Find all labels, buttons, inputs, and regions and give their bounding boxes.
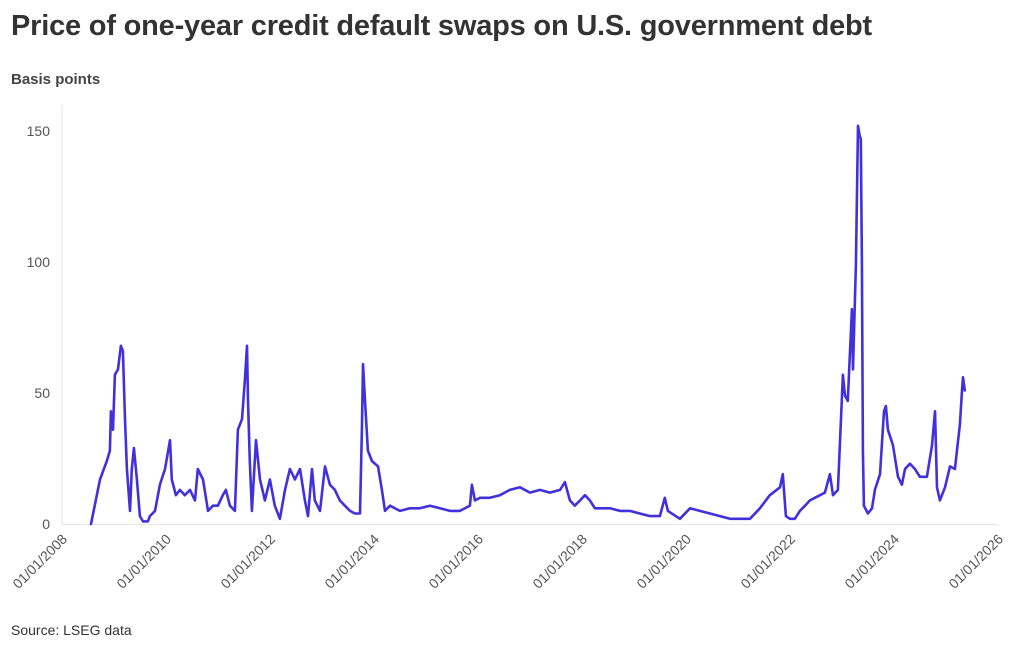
y-tick-label: 100 bbox=[27, 254, 51, 270]
x-tick-label: 01/01/2026 bbox=[945, 531, 1006, 592]
x-tick-label: 01/01/2012 bbox=[217, 531, 278, 592]
y-tick-label: 150 bbox=[27, 123, 51, 139]
chart-title: Price of one-year credit default swaps o… bbox=[11, 10, 873, 42]
x-tick-label: 01/01/2014 bbox=[321, 531, 382, 592]
x-tick-label: 01/01/2020 bbox=[633, 531, 694, 592]
x-tick-label: 01/01/2018 bbox=[529, 531, 590, 592]
x-tick-label: 01/01/2024 bbox=[841, 531, 902, 592]
y-tick-label: 0 bbox=[42, 516, 50, 532]
source-note: Source: LSEG data bbox=[11, 622, 132, 638]
x-tick-label: 01/01/2016 bbox=[425, 531, 486, 592]
series-line bbox=[89, 124, 967, 526]
y-tick-label: 50 bbox=[34, 385, 50, 401]
x-tick-label: 01/01/2022 bbox=[737, 531, 798, 592]
y-axis-label: Basis points bbox=[11, 71, 101, 88]
x-tick-label: 01/01/2008 bbox=[9, 531, 70, 592]
x-tick-label: 01/01/2010 bbox=[113, 531, 174, 592]
